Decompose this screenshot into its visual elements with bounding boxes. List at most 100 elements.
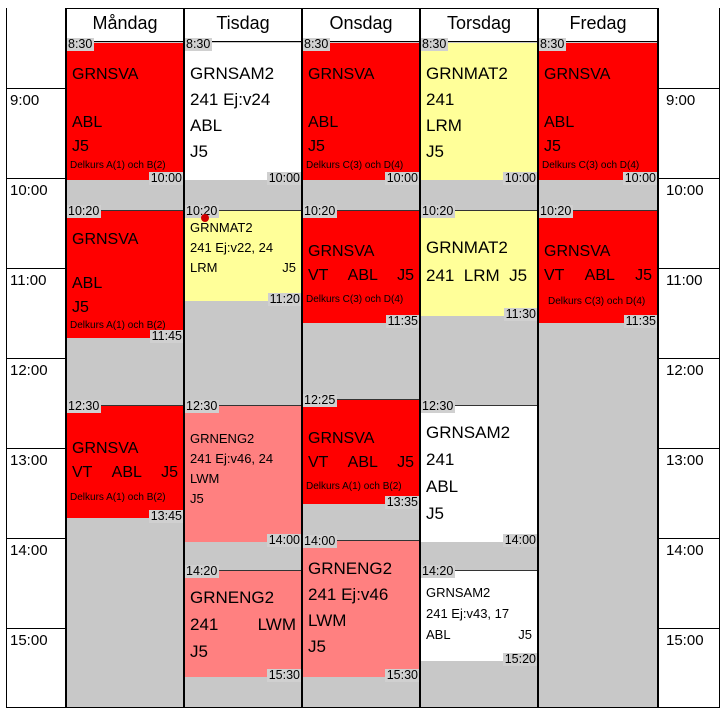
room: J5 (190, 142, 208, 161)
lesson-end-time: 10:00 (266, 171, 302, 185)
room: J5 (426, 504, 444, 523)
course-code: GRNSVA (72, 440, 139, 457)
lesson-end-time: 10:00 (502, 171, 538, 185)
group: 241 (426, 90, 455, 109)
teacher: ABL (72, 275, 103, 292)
time-column-left: 9:00 10:00 11:00 12:00 13:00 14:00 15:00 (6, 0, 66, 708)
lesson-info: GRNSVA VT ABL J5 (308, 427, 414, 475)
lesson-block[interactable]: 14:20 GRNENG2 241 LWM J5 15:30 (184, 565, 302, 682)
lesson-block[interactable]: 8:30 GRNSVA ABL J5 Delkurs A(1) och B(2)… (66, 38, 184, 185)
teacher: LRM (426, 116, 462, 135)
day-header: Torsdag (420, 8, 538, 42)
hour-line (6, 358, 66, 359)
lesson-note: Delkurs C(3) och D(4) (306, 160, 404, 171)
room: J5 (282, 260, 296, 275)
grid-line (719, 8, 720, 708)
lesson-block[interactable]: 8:30 GRNSVA ABL J5 Delkurs C(3) och D(4)… (302, 38, 420, 185)
group: VT (544, 267, 565, 284)
grid-line (183, 8, 185, 708)
teacher: ABL (308, 114, 339, 131)
course-code: GRNMAT2 (190, 220, 253, 235)
room: J5 (308, 138, 325, 155)
lesson-info: GRNSVA VT ABL J5 (308, 240, 414, 288)
lesson-block[interactable]: 10:20 GRNSVA ABL J5 Delkurs A(1) och B(2… (66, 205, 184, 343)
lesson-block[interactable]: 8:30 GRNMAT2 241 LRM J5 10:00 (420, 38, 538, 185)
course-code: GRNMAT2 (426, 64, 508, 83)
grid-line (66, 8, 658, 9)
room: J5 (72, 138, 89, 155)
lesson-block[interactable]: 12:30 GRNSAM2 241 ABL J5 14:00 (420, 400, 538, 547)
group-info: 241 LRM J5 (426, 266, 528, 285)
teacher: ABL (426, 477, 459, 496)
course-code: GRNSAM2 (426, 585, 491, 600)
lesson-info: GRNMAT2 241 LRM J5 (426, 234, 532, 290)
day-header: Onsdag (302, 8, 420, 42)
notification-dot-icon (201, 214, 209, 222)
lesson-note: Delkurs C(3) och D(4) (548, 296, 646, 307)
group: VT (72, 464, 93, 481)
hour-label: 10:00 (10, 182, 48, 199)
lesson-block[interactable]: 12:30 GRNSVA VT ABL J5 Delkurs A(1) och … (66, 400, 184, 523)
lesson-block[interactable]: 12:25 GRNSVA VT ABL J5 Delkurs A(1) och … (302, 394, 420, 509)
course-code: GRNSVA (308, 430, 375, 447)
grid-line (6, 707, 720, 708)
hour-label: 9:00 (10, 92, 40, 109)
course-code: GRNSVA (308, 66, 375, 83)
lesson-info: GRNENG2 241 Ej:v46 LWM J5 (308, 556, 414, 660)
teacher: LWM (308, 611, 347, 630)
teacher: LWM (190, 471, 220, 486)
lesson-info: GRNSVA ABL J5 (308, 63, 414, 159)
lesson-block[interactable]: 10:20 GRNSVA VT ABL J5 Delkurs C(3) och … (302, 205, 420, 328)
group: 241 (426, 450, 455, 469)
lesson-start-time: 12:30 (420, 399, 456, 413)
hour-label: 13:00 (666, 452, 704, 469)
lesson-end-time: 10:00 (622, 171, 658, 185)
lesson-info: GRNENG2 241 Ej:v46, 24 LWM J5 (190, 429, 296, 509)
day-column-friday: Fredag 8:30 GRNSVA ABL J5 Delkurs C(3) o… (538, 8, 658, 708)
lesson-note: Delkurs A(1) och B(2) (306, 481, 402, 492)
hour-line (658, 358, 720, 359)
lesson-block[interactable]: 10:20 GRNSVA VT ABL J5 Delkurs C(3) och … (538, 205, 658, 328)
lesson-block[interactable]: 10:20 GRNMAT2 241 LRM J5 11:30 (420, 205, 538, 321)
lesson-block[interactable]: 14:20 GRNSAM2 241 Ej:v43, 17 ABL J5 15:2… (420, 565, 538, 666)
hour-line (658, 178, 720, 179)
hour-label: 15:00 (666, 632, 704, 649)
lesson-start-time: 12:30 (184, 399, 220, 413)
lesson-info: GRNSAM2 241 ABL J5 (426, 419, 532, 527)
lesson-block[interactable]: 8:30 GRNSAM2 241 Ej:v24 ABL J5 10:00 (184, 38, 302, 185)
room: J5 (161, 464, 178, 481)
group: VT (308, 267, 329, 284)
course-code: GRNSVA (72, 66, 139, 83)
hour-label: 15:00 (10, 632, 48, 649)
teacher: ABL (72, 114, 103, 131)
room: J5 (397, 267, 414, 284)
lesson-start-time: 8:30 (420, 37, 449, 51)
hour-line (658, 88, 720, 89)
lesson-block[interactable]: 14:00 GRNENG2 241 Ej:v46 LWM J5 15:30 (302, 535, 420, 682)
lesson-block[interactable]: 12:30 GRNENG2 241 Ej:v46, 24 LWM J5 14:0… (184, 400, 302, 547)
teacher: ABL (426, 627, 451, 642)
lesson-note: Delkurs A(1) och B(2) (70, 320, 166, 331)
hour-label: 11:00 (10, 272, 47, 289)
group-info: 241 Ej:v46, 24 (190, 451, 274, 466)
lesson-end-time: 11:35 (385, 314, 420, 328)
lesson-info: GRNSVA ABL J5 (544, 63, 652, 159)
room: J5 (190, 642, 208, 661)
day-column-thursday: Torsdag 8:30 GRNMAT2 241 LRM J5 10:00 10… (420, 8, 538, 708)
lesson-end-time: 10:00 (148, 171, 184, 185)
lesson-start-time: 12:25 (302, 393, 338, 407)
course-code: GRNMAT2 (426, 238, 508, 257)
room: J5 (635, 267, 652, 284)
hour-label: 10:00 (666, 182, 704, 199)
day-column-wednesday: Onsdag 8:30 GRNSVA ABL J5 Delkurs C(3) o… (302, 8, 420, 708)
lesson-start-time: 8:30 (184, 37, 213, 51)
hour-label: 11:00 (666, 272, 703, 289)
teacher: ABL (584, 267, 615, 284)
lesson-block[interactable]: 8:30 GRNSVA ABL J5 Delkurs C(3) och D(4)… (538, 38, 658, 185)
lesson-note: Delkurs C(3) och D(4) (542, 160, 640, 171)
lesson-block[interactable]: 10:20 GRNMAT2 241 Ej:v22, 24 LRM J5 11:2… (184, 205, 302, 306)
grid-line (657, 8, 659, 708)
group-info: 241 Ej:v46 (308, 585, 389, 604)
day-header: Tisdag (184, 8, 302, 42)
